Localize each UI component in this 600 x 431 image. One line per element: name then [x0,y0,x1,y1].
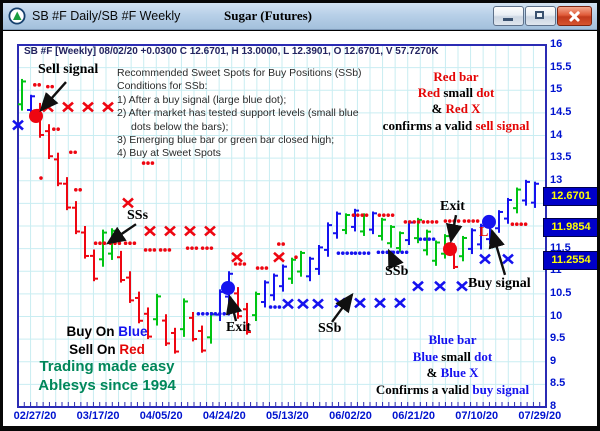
conditions-line: 1) After a buy signal (large blue dot); [117,93,287,106]
price-axis-label: 13.5 [550,151,572,164]
brand-text: Buy On Blue Sell On Red Trading made eas… [38,324,176,394]
conditions-line: Conditions for SSb: [117,80,208,93]
conditions-line: 3) Emerging blue bar or green bar closed… [117,134,335,147]
price-tag: 11.9854 [543,217,599,237]
maximize-icon [535,11,544,19]
price-tag: 11.2554 [543,250,599,270]
long-entry-marker: L [479,225,489,240]
conditions-line: Recommended Sweet Spots for Buy Position… [117,67,362,79]
minimize-button[interactable] [493,6,524,26]
exit-label-2: Exit [440,199,465,214]
window-subtitle: Sugar (Futures) [224,8,312,23]
ssb-label-1: SSb [318,321,342,336]
date-axis-label: 04/24/20 [202,410,246,422]
price-axis-label: 9 [550,354,557,367]
date-axis-label: 06/21/20 [392,410,435,422]
price-chart[interactable] [0,31,600,431]
price-axis-label: 13 [550,173,563,186]
conditions-line: 2) After market has tested support level… [117,107,359,120]
window-controls [493,6,592,26]
price-axis-label: 15.5 [550,60,572,73]
conditions-line: dots below the bars); [131,120,229,133]
window-title: SB #F Daily/SB #F Weekly [32,9,181,23]
price-axis-label: 11.5 [550,241,571,254]
quote-header: SB #F [Weekly] 08/02/20 +0.0300 C 12.670… [24,46,439,57]
sell-rules-text: Red bar Red small dot & Red X confirms a… [382,69,530,133]
conditions-line: 4) Buy at Sweet Spots [117,147,221,160]
conditions-text: Recommended Sweet Spots for Buy Position… [117,67,362,161]
price-axis-label: 8.5 [550,377,566,390]
price-axis-label: 8 [550,400,557,412]
buy-signal-label: Buy signal [468,276,531,291]
price-axis-label: 10 [550,309,563,322]
date-axis-label: 07/10/20 [455,410,499,422]
price-axis-label: 14.5 [550,105,572,118]
price-axis-label: 9.5 [550,332,566,345]
title-bar[interactable]: SB #F Daily/SB #F Weekly Sugar (Futures) [3,3,597,30]
price-axis-label: 14 [550,128,563,141]
price-axis-label: 15 [550,83,563,96]
minimize-icon [503,18,513,21]
sell-signal-label: Sell signal [38,62,99,77]
date-axis-label: 04/05/20 [139,410,183,422]
date-axis-label: 02/27/20 [13,410,57,422]
date-axis-label: 06/02/20 [329,410,372,422]
buy-rules-text: Blue bar Blue small dot & Blue X Confirm… [375,332,530,397]
maximize-button[interactable] [525,6,556,26]
chart-area: SB #F [Weekly] 08/02/20 +0.0300 C 12.670… [0,31,600,431]
close-button[interactable] [557,6,592,26]
date-axis-label: 07/29/20 [518,410,562,422]
price-tag: 12.6701 [543,186,599,206]
exit-label-1: Exit [226,320,251,335]
date-axis-label: 03/17/20 [76,410,120,422]
sss-label: SSs [127,208,149,223]
date-axis-label: 05/13/20 [265,410,309,422]
price-axis-label: 10.5 [550,286,572,299]
price-axis-label: 11 [550,264,562,277]
price-axis-label: 16 [550,38,563,50]
app-logo-icon [8,7,26,25]
ssb-label-2: SSb [385,264,409,279]
